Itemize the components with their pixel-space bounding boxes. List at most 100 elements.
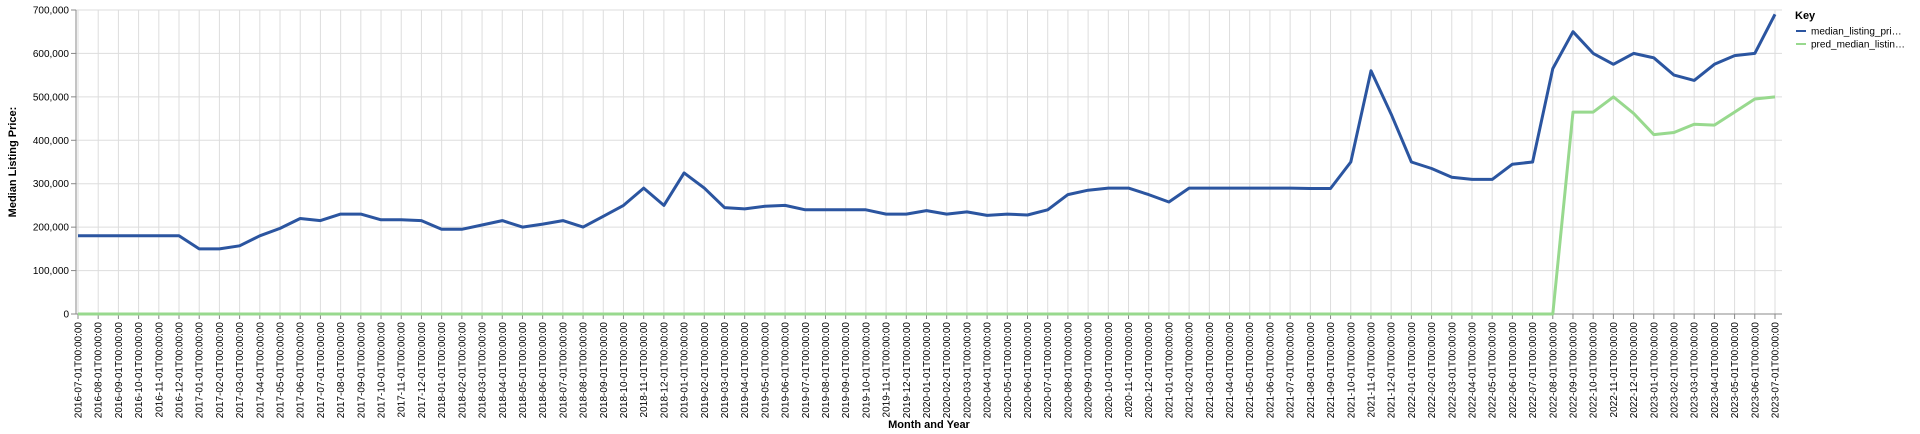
x-tick-label: 2018-01-01T00:00:00 (437, 322, 448, 419)
x-tick-label: 2020-09-01T00:00:00 (1084, 322, 1095, 419)
x-tick-label: 2022-11-01T00:00:00 (1609, 322, 1620, 418)
x-tick-label: 2022-02-01T00:00:00 (1427, 322, 1438, 419)
y-tick-label: 0 (63, 310, 69, 321)
x-tick-label: 2020-03-01T00:00:00 (962, 322, 973, 419)
x-tick-label: 2021-09-01T00:00:00 (1326, 322, 1337, 419)
x-tick-label: 2022-08-01T00:00:00 (1548, 322, 1559, 419)
series-line-1 (78, 13, 1777, 251)
x-tick-label: 2019-06-01T00:00:00 (781, 322, 792, 419)
x-tick-label: 2017-06-01T00:00:00 (296, 322, 307, 419)
y-tick-label: 300,000 (33, 179, 70, 190)
x-tick-label: 2018-09-01T00:00:00 (599, 322, 610, 419)
x-tick-label: 2021-07-01T00:00:00 (1286, 322, 1297, 419)
x-tick-label: 2017-01-01T00:00:00 (195, 322, 206, 419)
y-tick-label: 700,000 (33, 6, 70, 17)
x-tick-label: 2017-07-01T00:00:00 (316, 322, 327, 419)
x-tick-label: 2017-08-01T00:00:00 (336, 322, 347, 419)
x-tick-label: 2023-02-01T00:00:00 (1669, 322, 1680, 419)
x-tick-label: 2021-04-01T00:00:00 (1225, 322, 1236, 419)
x-tick-label: 2016-10-01T00:00:00 (134, 322, 145, 419)
x-tick-label: 2022-07-01T00:00:00 (1528, 322, 1539, 419)
x-tick-label: 2022-04-01T00:00:00 (1467, 322, 1478, 419)
x-tick-label: 2021-01-01T00:00:00 (1164, 322, 1175, 419)
x-tick-label: 2017-05-01T00:00:00 (276, 322, 287, 419)
x-tick-label: 2019-02-01T00:00:00 (700, 322, 711, 419)
x-tick-label: 2017-09-01T00:00:00 (356, 322, 367, 419)
x-tick-label: 2018-11-01T00:00:00 (639, 322, 650, 418)
x-tick-label: 2020-08-01T00:00:00 (1063, 322, 1074, 419)
x-tick-label: 2017-10-01T00:00:00 (377, 322, 388, 419)
x-axis: 2016-07-01T00:00:00 2016-08-01T00:00:00 20… (74, 313, 1782, 419)
x-tick-label: 2020-05-01T00:00:00 (1003, 322, 1014, 419)
y-tick-label: 600,000 (33, 49, 70, 60)
x-tick-label: 2016-08-01T00:00:00 (94, 322, 105, 419)
x-tick-label: 2019-12-01T00:00:00 (902, 322, 913, 419)
x-tick-label: 2022-01-01T00:00:00 (1407, 322, 1418, 419)
x-tick-label: 2021-03-01T00:00:00 (1205, 322, 1216, 419)
x-tick-label: 2019-05-01T00:00:00 (760, 322, 771, 419)
x-tick-label: 2021-12-01T00:00:00 (1387, 322, 1398, 419)
y-tick-label: 400,000 (33, 136, 70, 147)
x-tick-label: 2017-11-01T00:00:00 (397, 322, 408, 418)
x-tick-label: 2018-08-01T00:00:00 (579, 322, 590, 419)
x-tick-label: 2021-06-01T00:00:00 (1265, 322, 1276, 419)
x-tick-label: 2018-05-01T00:00:00 (518, 322, 529, 419)
x-tick-label: 2017-04-01T00:00:00 (255, 322, 266, 419)
x-tick-label: 2022-12-01T00:00:00 (1629, 322, 1640, 419)
x-tick-label: 2021-11-01T00:00:00 (1366, 322, 1377, 418)
x-tick-label: 2019-09-01T00:00:00 (841, 322, 852, 419)
x-tick-label: 2019-04-01T00:00:00 (740, 322, 751, 419)
x-tick-label: 2023-07-01T00:00:00 (1771, 322, 1782, 419)
x-tick-label: 2019-01-01T00:00:00 (680, 322, 691, 419)
y-tick-label: 100,000 (33, 266, 70, 277)
x-tick-label: 2018-07-01T00:00:00 (558, 322, 569, 419)
legend-title: Key (1795, 10, 1816, 22)
x-tick-label: 2018-04-01T00:00:00 (498, 322, 509, 419)
x-tick-label: 2016-07-01T00:00:00 (74, 322, 85, 419)
x-tick-label: 2022-05-01T00:00:00 (1488, 322, 1499, 419)
x-axis-title: Month and Year (888, 419, 970, 431)
x-tick-label: 2022-03-01T00:00:00 (1447, 322, 1458, 419)
y-axis-title: Median Listing Price: (7, 107, 19, 218)
series-lines (78, 13, 1777, 316)
x-tick-label: 2021-08-01T00:00:00 (1306, 322, 1317, 419)
x-tick-label: 2020-01-01T00:00:00 (922, 322, 933, 419)
y-axis: 0 100,000 200,000 300,000 400,000 500,000 600,… (33, 6, 77, 321)
x-tick-label: 2023-05-01T00:00:00 (1730, 322, 1741, 419)
x-tick-label: 2020-07-01T00:00:00 (1043, 322, 1054, 419)
x-tick-label: 2017-02-01T00:00:00 (215, 322, 226, 419)
x-tick-label: 2020-12-01T00:00:00 (1144, 322, 1155, 419)
x-tick-label: 2020-04-01T00:00:00 (983, 322, 994, 419)
x-tick-label: 2017-12-01T00:00:00 (417, 322, 428, 419)
x-tick-label: 2020-11-01T00:00:00 (1124, 322, 1135, 418)
x-tick-label: 2019-11-01T00:00:00 (882, 322, 893, 418)
x-tick-label: 2020-10-01T00:00:00 (1104, 322, 1115, 419)
x-tick-label: 2023-01-01T00:00:00 (1649, 322, 1660, 419)
x-tick-label: 2020-02-01T00:00:00 (942, 322, 953, 419)
y-tick-label: 200,000 (33, 223, 70, 234)
x-tick-label: 2018-02-01T00:00:00 (457, 322, 468, 419)
series-line-2 (78, 95, 1776, 316)
x-tick-label: 2021-10-01T00:00:00 (1346, 322, 1357, 419)
x-tick-label: 2022-10-01T00:00:00 (1589, 322, 1600, 419)
x-tick-label: 2022-09-01T00:00:00 (1568, 322, 1579, 419)
x-tick-label: 2018-10-01T00:00:00 (619, 322, 630, 419)
x-tick-label: 2019-10-01T00:00:00 (861, 322, 872, 419)
legend-label: pred_median_listin… (1811, 40, 1905, 51)
legend-label: median_listing_pri… (1811, 27, 1902, 38)
x-tick-label: 2022-06-01T00:00:00 (1508, 322, 1519, 419)
x-tick-label: 2016-09-01T00:00:00 (114, 322, 125, 419)
x-tick-label: 2023-04-01T00:00:00 (1710, 322, 1721, 419)
x-tick-label: 2016-11-01T00:00:00 (154, 322, 165, 418)
x-tick-label: 2023-03-01T00:00:00 (1690, 322, 1701, 419)
x-tick-label: 2019-07-01T00:00:00 (801, 322, 812, 419)
legend: Key median_listing_pri… pred_median_listi… (1795, 10, 1905, 51)
x-tick-label: 2017-03-01T00:00:00 (235, 322, 246, 419)
x-tick-label: 2023-06-01T00:00:00 (1750, 322, 1761, 419)
x-tick-label: 2020-06-01T00:00:00 (1023, 322, 1034, 419)
x-tick-label: 2018-06-01T00:00:00 (538, 322, 549, 419)
x-tick-label: 2016-12-01T00:00:00 (175, 322, 186, 419)
x-tick-label: 2019-03-01T00:00:00 (720, 322, 731, 419)
x-tick-label: 2018-03-01T00:00:00 (478, 322, 489, 419)
